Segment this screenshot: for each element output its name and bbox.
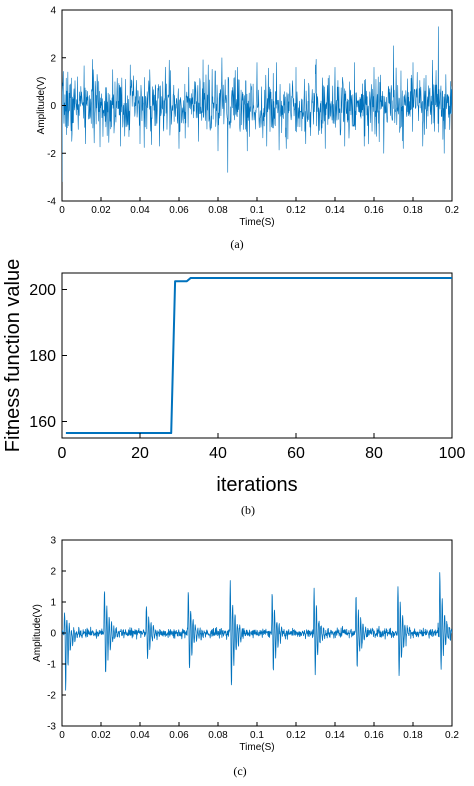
panel-a-y-tick-label-0: -4	[47, 197, 56, 208]
panel-b-chart: 160 180 200 0 20 40 60 80 100 iterations Fitnes…	[2, 259, 465, 517]
panel-a-y-axis-label: Amplitude(V)	[36, 77, 47, 135]
panel-c-x-axis-label: Time(S)	[239, 742, 274, 753]
panel-c-x-tick-label-5: 0.1	[250, 730, 264, 741]
panel-c-x-tick-label-4: 0.08	[208, 730, 228, 741]
panel-a-chart: -4 -2 0 2 4 0 0.02 0.04 0.06 0.08 0.1 0.12 0.14 0.16…	[36, 6, 459, 252]
panel-b-y-ticks: 160 180 200	[29, 282, 67, 431]
panel-b-y-tick-label-2: 200	[29, 282, 56, 299]
panel-a-x-axis-label: Time(S)	[239, 217, 274, 228]
panel-c-series-line	[62, 572, 452, 691]
panel-c-y-ticks: -3 -2 -1 0 1 2 3	[47, 536, 66, 733]
panel-a-x-tick-label-8: 0.16	[364, 205, 384, 216]
panel-b-y-axis-label: Fitness function value	[2, 259, 24, 452]
panel-c-y-tick-label-0: -3	[47, 722, 56, 733]
panel-a-x-tick-label-6: 0.12	[286, 205, 306, 216]
panel-c-series-group	[62, 572, 452, 691]
panel-b-y-tick-label-1: 180	[29, 348, 56, 365]
panel-b-x-tick-label-5: 100	[439, 445, 466, 462]
panel-a-y-tick-label-2: 0	[50, 101, 56, 112]
panel-c-y-tick-label-2: -1	[47, 660, 56, 671]
panel-c-x-tick-label-7: 0.14	[325, 730, 345, 741]
panel-a-y-ticks: -4 -2 0 2 4	[47, 6, 66, 208]
panel-a-x-tick-label-9: 0.18	[403, 205, 423, 216]
panel-b-x-tick-label-1: 20	[131, 445, 149, 462]
panel-c-x-ticks: 0 0.02 0.04 0.06 0.08 0.1 0.12 0.14 0.16 0.18 0.2	[59, 722, 459, 741]
panel-a-y-tick-label-4: 4	[50, 6, 56, 17]
panel-c-y-axis-label: Amplitude(V)	[32, 604, 43, 662]
panel-a-y-tick-label-3: 2	[50, 53, 56, 64]
panel-a-x-tick-label-3: 0.06	[169, 205, 189, 216]
panel-a-x-tick-label-5: 0.1	[250, 205, 264, 216]
panel-b-y-tick-label-0: 160	[29, 414, 56, 431]
panel-a-series-group	[62, 26, 452, 182]
panel-c-x-tick-label-0: 0	[59, 730, 65, 741]
panel-c-x-tick-label-10: 0.2	[445, 730, 459, 741]
panel-c-y-tick-label-1: -2	[47, 691, 56, 702]
panel-a-x-ticks: 0 0.02 0.04 0.06 0.08 0.1 0.12 0.14 0.16 0.18 0.2	[59, 197, 459, 216]
panel-c-x-tick-label-3: 0.06	[169, 730, 189, 741]
panel-b-series-group	[65, 276, 452, 435]
panel-a-x-tick-label-2: 0.04	[130, 205, 150, 216]
panel-b-x-ticks: 0 20 40 60 80 100	[58, 433, 466, 462]
panel-b-plot-area	[61, 272, 453, 439]
panel-c-x-tick-label-2: 0.04	[130, 730, 150, 741]
panel-c-y-tick-label-5: 2	[50, 567, 56, 578]
panel-c-y-tick-label-4: 1	[50, 598, 56, 609]
panel-c-x-tick-label-6: 0.12	[286, 730, 306, 741]
panel-b-x-tick-label-0: 0	[58, 445, 67, 462]
panel-c-caption: (c)	[233, 764, 246, 778]
panel-a-caption: (a)	[230, 237, 243, 251]
panel-b-caption: (b)	[241, 503, 255, 517]
panel-b-x-tick-label-3: 60	[287, 445, 305, 462]
panel-c-x-tick-label-8: 0.16	[364, 730, 384, 741]
panel-a-x-tick-label-4: 0.08	[208, 205, 228, 216]
panel-b-x-tick-label-4: 80	[365, 445, 383, 462]
panel-c-x-tick-label-1: 0.02	[91, 730, 111, 741]
panel-a-series-line	[62, 26, 452, 182]
panel-a-y-tick-label-1: -2	[47, 149, 56, 160]
panel-a-x-tick-label-1: 0.02	[91, 205, 111, 216]
panel-c-x-tick-label-9: 0.18	[403, 730, 423, 741]
panel-c-y-tick-label-3: 0	[50, 629, 56, 640]
panel-b-x-tick-label-2: 40	[209, 445, 227, 462]
panel-a-x-tick-label-7: 0.14	[325, 205, 345, 216]
panel-b-x-axis-label: iterations	[216, 474, 297, 496]
panel-a-x-tick-label-0: 0	[59, 205, 65, 216]
panel-b-series-line	[65, 276, 452, 435]
panel-c-y-tick-label-6: 3	[50, 536, 56, 547]
panel-a-x-tick-label-10: 0.2	[445, 205, 459, 216]
